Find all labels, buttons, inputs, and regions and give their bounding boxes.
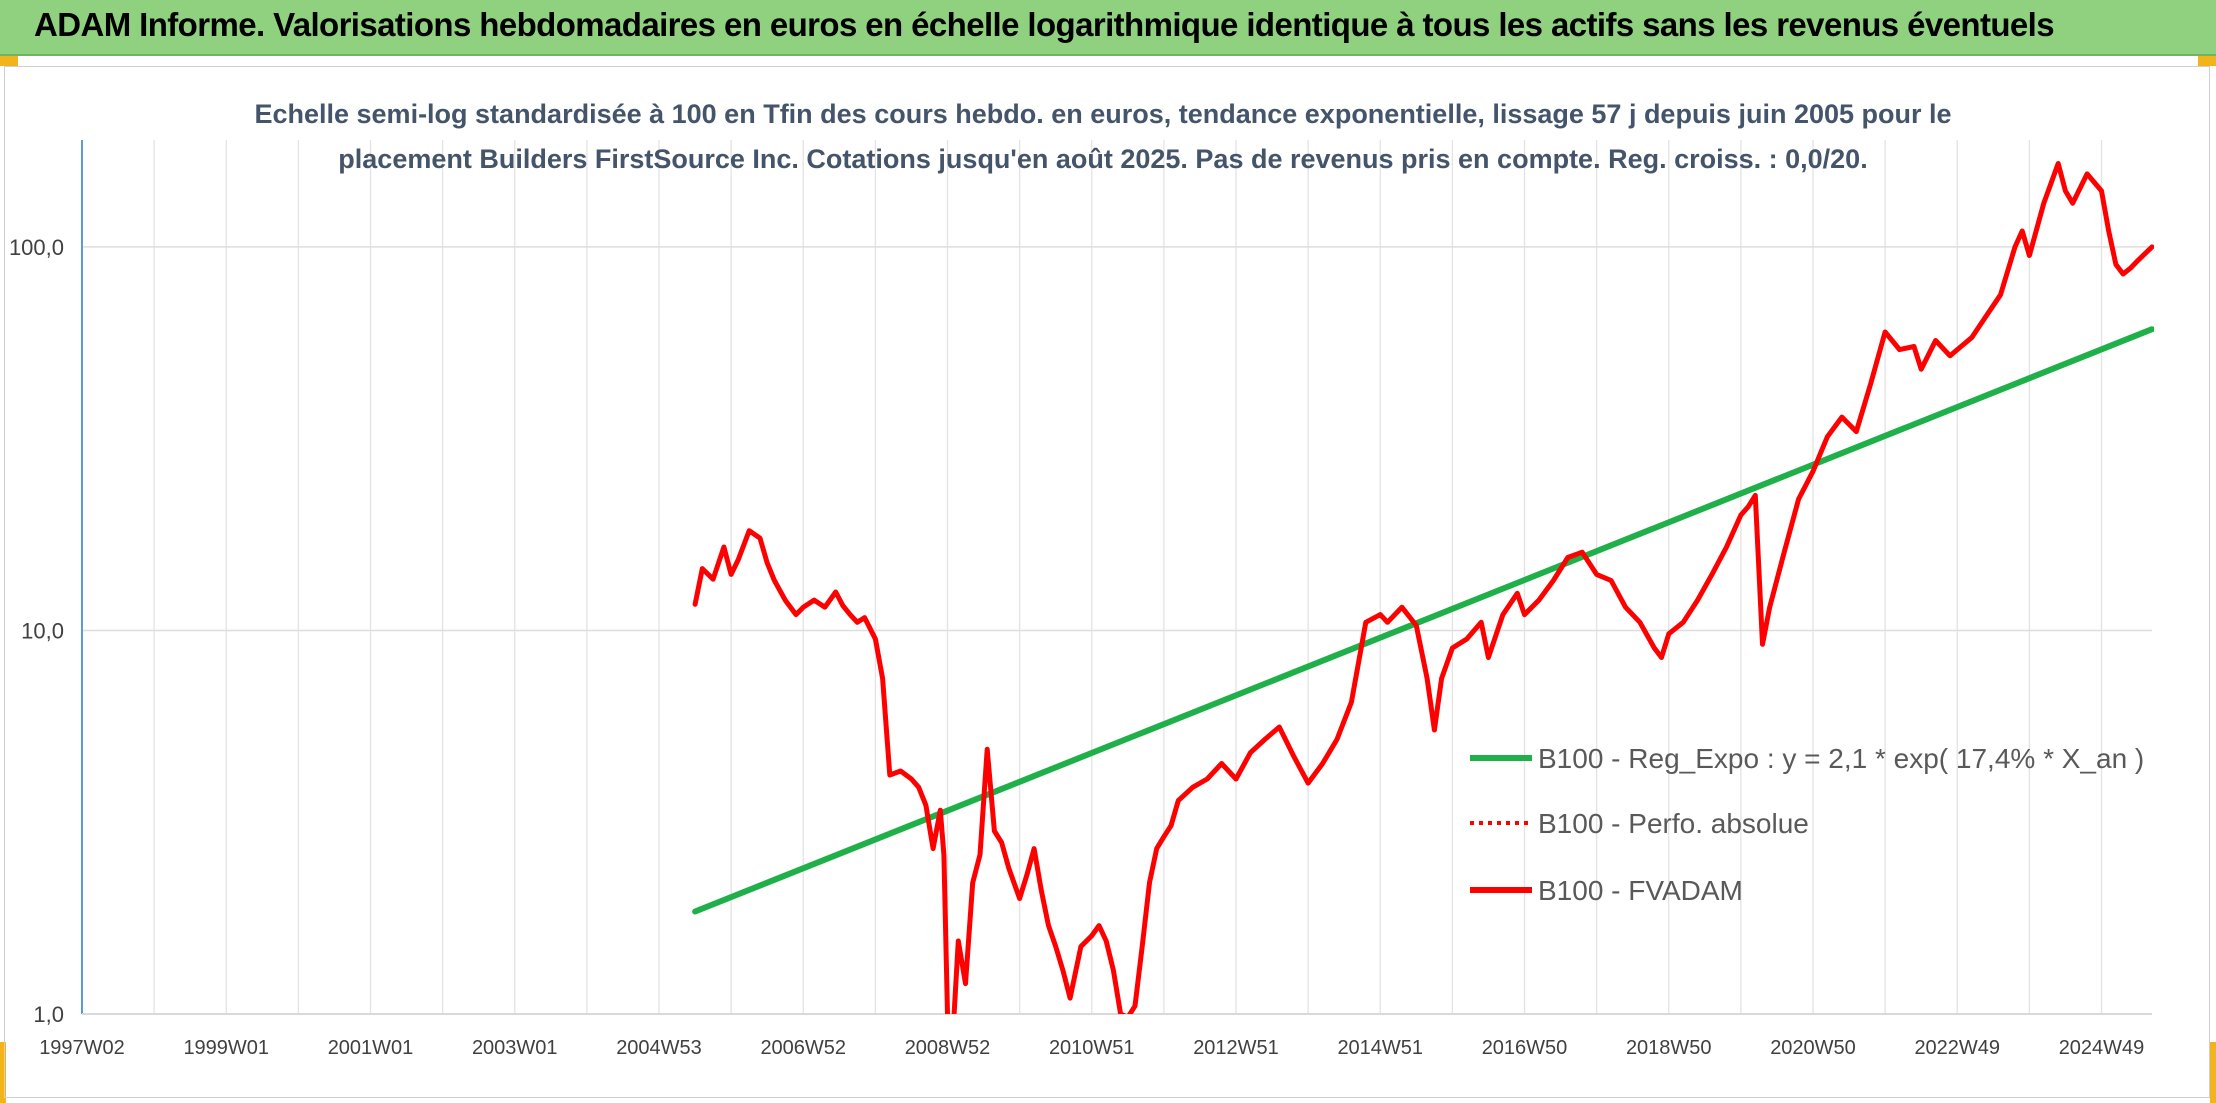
x-tick-label: 1997W02	[39, 1037, 125, 1059]
x-tick-label: 2012W51	[1193, 1037, 1279, 1059]
legend-label-1: B100 - Perfo. absolue	[1538, 808, 1809, 839]
x-tick-label: 2010W51	[1049, 1037, 1135, 1059]
x-tick-label: 1999W01	[183, 1037, 269, 1059]
x-tick-label: 2020W50	[1770, 1037, 1856, 1059]
chart-frame	[4, 66, 2210, 1098]
plot-area	[692, 161, 2154, 1014]
chart-title-line-1: Echelle semi-log standardisée à 100 en T…	[254, 99, 1951, 129]
x-tick-label: 2006W52	[760, 1037, 846, 1059]
legend-label-2: B100 - FVADAM	[1538, 875, 1743, 906]
x-tick-label: 2003W01	[472, 1037, 558, 1059]
chart-title-line-2: placement Builders FirstSource Inc. Cota…	[338, 144, 1867, 174]
x-tick-label: 2018W50	[1626, 1037, 1712, 1059]
x-tick-label: 2014W51	[1337, 1037, 1423, 1059]
x-tick-label: 2024W49	[2059, 1037, 2145, 1059]
y-tick-label: 10,0	[21, 618, 64, 643]
x-tick-label: 2001W01	[328, 1037, 414, 1059]
report-banner: ADAM Informe. Valorisations hebdomadaire…	[0, 0, 2216, 56]
corner-marker-bottom-left	[0, 1042, 6, 1103]
y-tick-label: 100,0	[9, 235, 64, 260]
grid	[81, 140, 2152, 1015]
legend: B100 - Reg_Expo : y = 2,1 * exp( 17,4% *…	[1470, 743, 2144, 906]
x-tick-labels: 1997W02 1999W01 2001W01 2003W01 2004W53 2006W…	[39, 1037, 2144, 1059]
report-title: ADAM Informe. Valorisations hebdomadaire…	[34, 6, 2055, 43]
legend-label-0: B100 - Reg_Expo : y = 2,1 * exp( 17,4% *…	[1538, 743, 2144, 774]
corner-marker-right	[2198, 56, 2216, 66]
corner-marker-bottom-right	[2210, 1042, 2216, 1103]
series-line-2	[692, 161, 2154, 1014]
series-line-0	[692, 326, 2154, 915]
x-tick-label: 2004W53	[616, 1037, 702, 1059]
y-tick-labels: 1,0 10,0 100,0	[9, 235, 64, 1027]
corner-marker-left	[0, 56, 18, 66]
x-tick-label: 2016W50	[1482, 1037, 1568, 1059]
x-tick-label: 2008W52	[905, 1037, 991, 1059]
x-tick-label: 2022W49	[1914, 1037, 2000, 1059]
y-tick-label: 1,0	[33, 1002, 64, 1027]
